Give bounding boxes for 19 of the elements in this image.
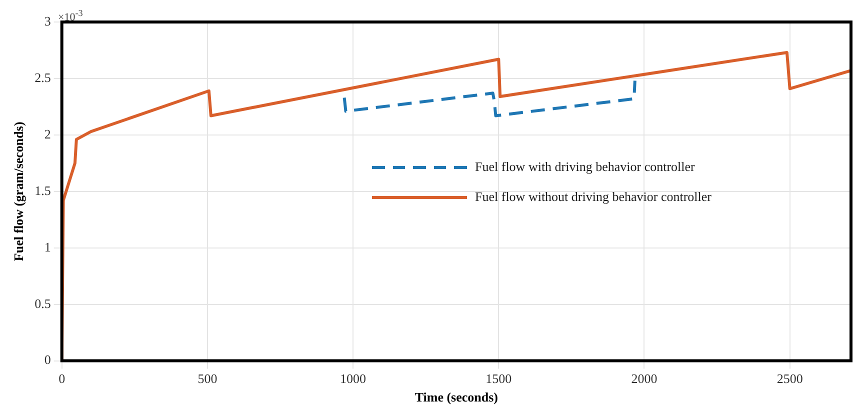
x-tick-label: 0 [58,371,66,386]
y-tick-label: 2.5 [34,70,51,85]
y-tick-label: 3 [44,13,51,28]
x-tick-label: 2500 [776,371,803,386]
x-tick-label: 1500 [486,371,512,386]
x-tick-label: 2000 [631,371,658,386]
y-tick-label: 1 [44,239,51,254]
x-axis-title: Time (seconds) [414,390,498,405]
line-series [342,79,636,118]
legend-label: Fuel flow with driving behavior controller [475,159,695,175]
annotation: ×10$^{-3}$ [58,8,83,24]
y-axis-title: Fuel flow (gram/seconds) [11,122,26,262]
y-tick-label: 0.5 [34,296,51,311]
x-tick-label: 1000 [340,371,366,386]
y-tick-label: 0 [44,352,51,368]
y-tick-label: 2 [44,126,51,142]
y-tick-label: 1.5 [34,182,51,198]
legend-label: Fuel flow without driving behavior controller [475,189,712,205]
x-tick-label: 500 [198,371,218,386]
